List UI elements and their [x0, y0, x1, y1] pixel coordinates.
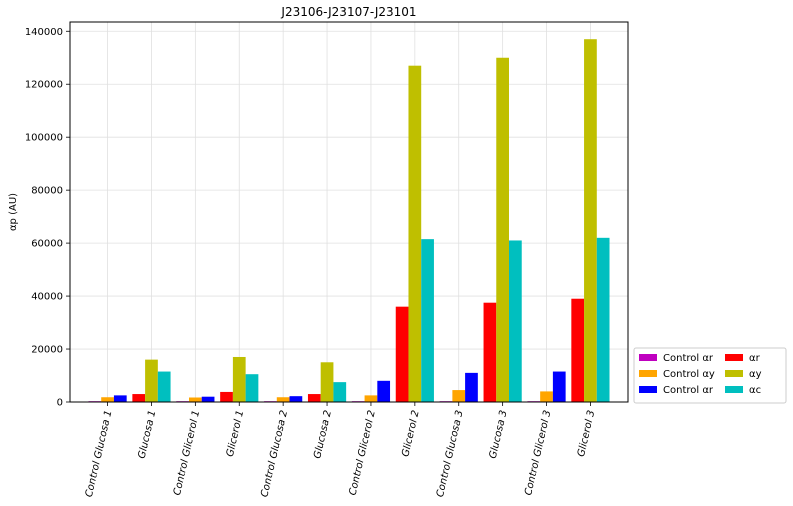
bar	[307, 394, 321, 402]
x-tick-label: Control Glucosa 3	[435, 409, 466, 498]
bar	[483, 302, 497, 402]
bar	[364, 395, 378, 402]
bar	[421, 239, 434, 402]
y-tick-label: 60000	[31, 239, 63, 250]
x-tick-label: Glucosa 3	[488, 409, 510, 460]
bar	[596, 237, 610, 402]
x-tick-label: Glucosa 2	[312, 409, 334, 460]
legend-swatch	[725, 370, 743, 377]
bar	[289, 396, 303, 402]
y-tick-label: 140000	[25, 27, 63, 38]
x-tick-label: Glucosa 1	[137, 409, 159, 460]
legend-swatch	[639, 370, 657, 377]
bar	[496, 57, 510, 402]
legend-label: αr	[749, 353, 761, 364]
y-tick-label: 120000	[25, 80, 63, 91]
bar	[465, 372, 478, 402]
x-tick-label: Glicerol 1	[225, 409, 246, 458]
legend-swatch	[639, 386, 657, 393]
y-tick-label: 40000	[31, 292, 63, 303]
legend-swatch	[725, 386, 743, 393]
x-tick-label: Glicerol 3	[576, 409, 597, 458]
grid-lines	[70, 22, 628, 403]
y-axis-label: αp (AU)	[8, 193, 19, 231]
legend-frame	[633, 347, 787, 404]
x-tick-label: Control Glicerol 1	[172, 409, 202, 496]
bar	[452, 390, 466, 402]
bar	[132, 394, 146, 402]
bar	[113, 395, 127, 402]
bar	[276, 397, 290, 402]
bar	[540, 391, 553, 402]
legend-label: αc	[749, 385, 761, 396]
y-tick-label: 80000	[31, 186, 63, 197]
bar	[101, 397, 114, 402]
x-tick-label: Control Glicerol 2	[348, 409, 378, 496]
x-tick-label: Control Glicerol 3	[523, 409, 553, 496]
bar	[232, 356, 246, 402]
legend-label: αy	[749, 369, 762, 380]
y-tick-label: 100000	[25, 133, 63, 144]
bar	[395, 306, 409, 402]
legend-swatch	[639, 354, 657, 361]
bar	[188, 397, 202, 402]
plot-frame	[69, 21, 629, 403]
y-tick-label: 0	[57, 398, 63, 409]
bar	[201, 396, 215, 402]
bar	[333, 382, 347, 402]
y-axis: 0 20000 40000 60000 80000 100000 120000 140000	[25, 27, 70, 409]
x-tick-label: Glicerol 2	[400, 409, 421, 458]
bar	[245, 374, 259, 402]
bar	[377, 380, 391, 402]
bar	[571, 298, 585, 402]
bar	[552, 371, 566, 402]
bar	[320, 362, 334, 402]
legend-swatch	[725, 354, 743, 361]
bar	[145, 359, 158, 402]
bar	[584, 39, 597, 402]
x-tick-label: Control Glucosa 1	[84, 409, 115, 498]
chart-title: J23106-J23107-J23101	[280, 5, 416, 19]
bars	[88, 39, 610, 402]
bar	[220, 391, 233, 402]
x-axis: Control Glucosa 1 Glucosa 1 Control Glicer…	[84, 402, 597, 498]
bar	[408, 65, 422, 402]
legend-label: Control αr	[663, 353, 714, 364]
legend-label: Control αy	[663, 369, 715, 380]
x-tick-label: Control Glucosa 2	[259, 409, 290, 498]
legend-label: Control αr	[663, 385, 714, 396]
legend: Control αr Control αy Control αr αr αy αc	[633, 347, 787, 404]
bar	[157, 371, 171, 402]
y-tick-label: 20000	[31, 345, 63, 356]
bar	[509, 240, 522, 402]
